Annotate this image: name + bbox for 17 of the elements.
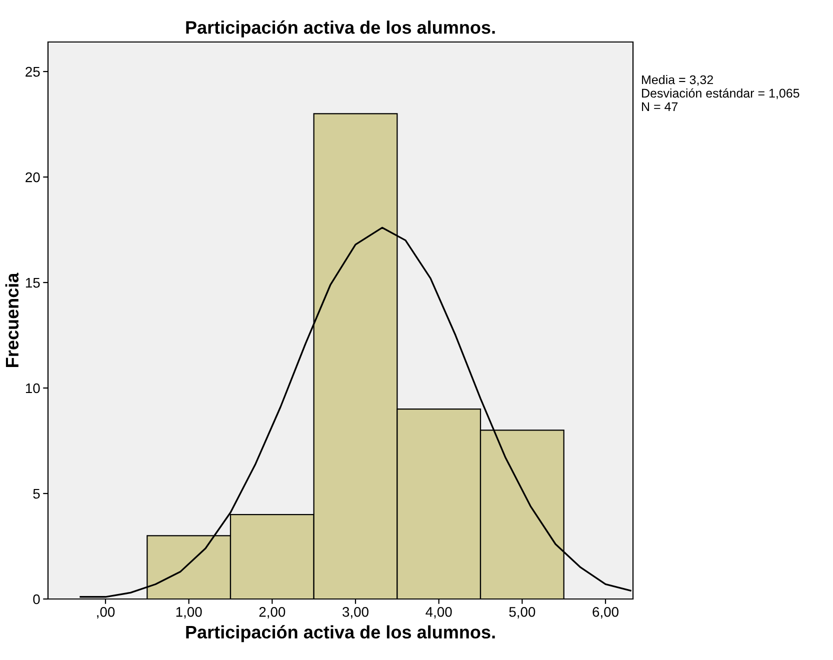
y-tick-label: 25 bbox=[26, 66, 40, 77]
x-tick-label: 3,00 bbox=[342, 607, 368, 618]
y-tick-label: 20 bbox=[26, 172, 40, 182]
x-tick-label: 6,00 bbox=[592, 607, 618, 618]
y-tick-label: 15 bbox=[26, 278, 40, 288]
chart-title: Participación activa de los alumnos. bbox=[186, 20, 495, 38]
x-tick-label: 2,00 bbox=[259, 607, 286, 618]
x-tick-label: 5,00 bbox=[509, 607, 536, 618]
y-tick-label: 10 bbox=[26, 383, 40, 394]
x-axis-title: Participación activa de los alumnos. bbox=[186, 625, 495, 642]
text: Media = 3,32 Desviación estándar = 1,065 N = 47 bbox=[642, 75, 800, 111]
x-tick-label: 4,00 bbox=[426, 607, 452, 618]
x-tick-label: ,00 bbox=[97, 607, 115, 618]
y-tick-label: 5 bbox=[33, 488, 40, 499]
y-axis-title: Frecuencia bbox=[5, 272, 19, 367]
y-tick-label: 0 bbox=[33, 594, 40, 604]
x-tick-label: 1,00 bbox=[176, 607, 202, 618]
